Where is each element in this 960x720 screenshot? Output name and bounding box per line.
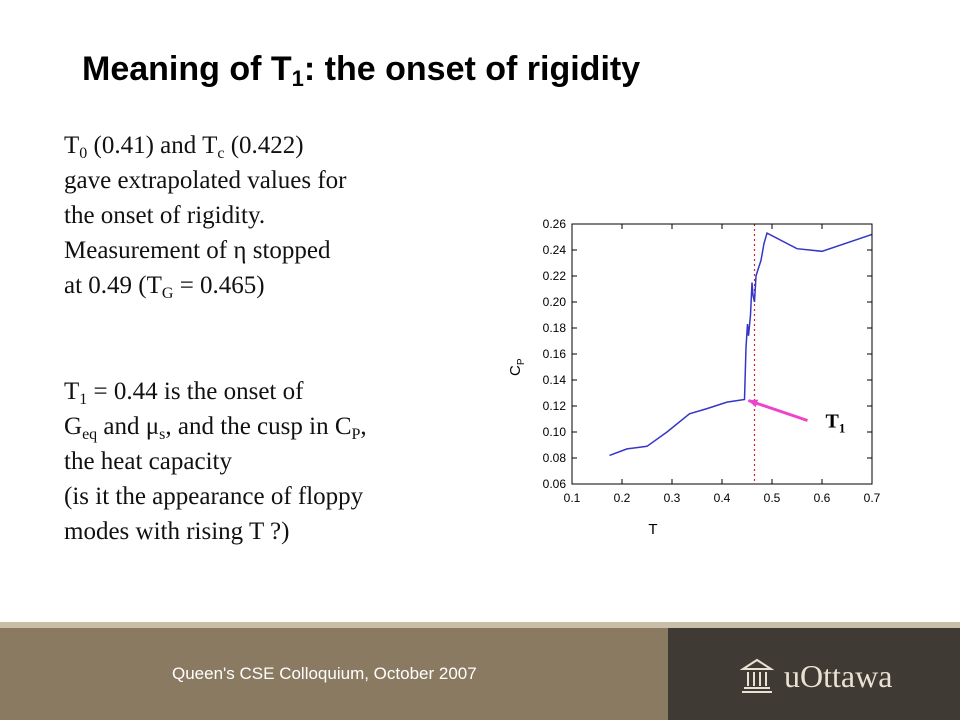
body-paragraph-extrapolation: T0 (0.41) and Tc (0.422) gave extrapolat… xyxy=(64,128,347,303)
t1-arrow xyxy=(747,399,808,422)
slide-title: Meaning of T1: the onset of rigidity xyxy=(82,50,640,92)
y-tick-label: 0.08 xyxy=(543,451,567,465)
footer-text: Queen's CSE Colloquium, October 2007 xyxy=(172,664,477,683)
footer-logo-panel xyxy=(668,628,960,720)
building-icon xyxy=(740,658,774,693)
body-paragraph-onset: T1 = 0.44 is the onset of Geq and μs, an… xyxy=(64,374,367,549)
plot-frame xyxy=(571,223,873,485)
y-tick-label: 0.14 xyxy=(543,373,567,387)
heat-capacity-chart: 0.06 0.08 0.10 0.12 0.14 0.16 0.18 0.20 0.22 0.24… xyxy=(507,217,881,538)
y-tick-label: 0.26 xyxy=(543,217,567,231)
paragraph-line: T1 = 0.44 is the onset of xyxy=(64,378,304,408)
paragraph-line: (is it the appearance of floppy xyxy=(64,483,364,510)
paragraph-line: modes with rising T ?) xyxy=(64,518,290,545)
paragraph-line: gave extrapolated values for xyxy=(64,167,347,194)
y-tick-label: 0.12 xyxy=(543,399,567,413)
paragraph-line: the heat capacity xyxy=(64,448,232,475)
y-tick-label: 0.18 xyxy=(543,321,567,335)
y-tick-label: 0.24 xyxy=(543,243,567,257)
footer-divider xyxy=(0,622,960,628)
y-tick-label: 0.20 xyxy=(543,295,567,309)
x-tick-label: 0.1 xyxy=(564,491,581,505)
paragraph-line: T0 (0.41) and Tc (0.422) xyxy=(64,132,304,162)
footer-bar xyxy=(0,628,668,720)
x-tick-label: 0.3 xyxy=(664,491,681,505)
y-tick-label: 0.06 xyxy=(543,477,567,491)
x-tick-label: 0.2 xyxy=(614,491,631,505)
uottawa-logo: uOttawa xyxy=(740,656,892,696)
y-tick-label: 0.16 xyxy=(543,347,567,361)
paragraph-line: Geq and μs, and the cusp in CP, xyxy=(64,413,367,443)
x-axis-label: T xyxy=(648,521,657,538)
x-tick-label: 0.6 xyxy=(814,491,831,505)
title-text: Meaning of T xyxy=(82,50,292,88)
x-tick-label: 0.7 xyxy=(864,491,881,505)
logo-text: uOttawa xyxy=(784,657,893,694)
y-tick-label: 0.10 xyxy=(543,425,567,439)
paragraph-line: at 0.49 (TG = 0.465) xyxy=(64,272,265,302)
paragraph-line: Measurement of η stopped xyxy=(64,237,331,264)
title-subscript: 1 xyxy=(291,66,304,91)
x-tick-label: 0.5 xyxy=(764,491,781,505)
series-line xyxy=(609,232,873,457)
x-tick-label: 0.4 xyxy=(714,491,731,505)
y-axis-label: CP xyxy=(507,358,527,376)
paragraph-line: the onset of rigidity. xyxy=(64,202,266,229)
title-text-rest: : the onset of rigidity xyxy=(303,50,641,88)
t1-label: T1 xyxy=(826,411,846,436)
y-tick-label: 0.22 xyxy=(543,269,567,283)
